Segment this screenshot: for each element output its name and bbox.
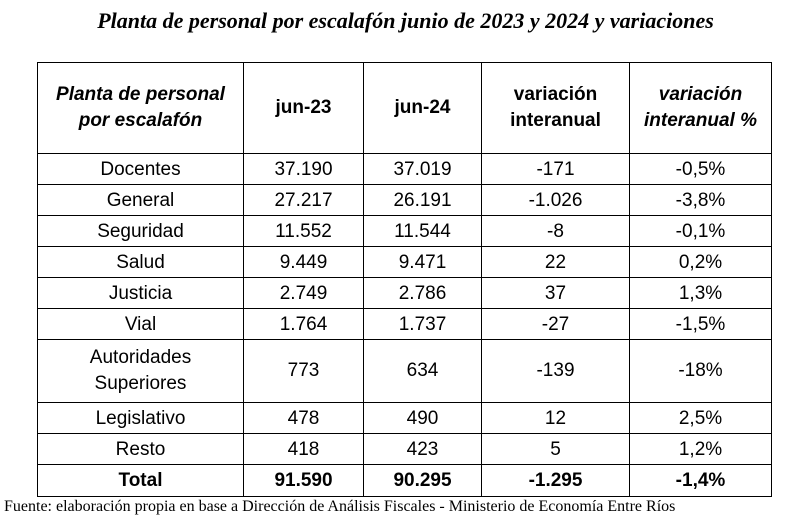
- cell-jun-23: 11.552: [243, 215, 364, 247]
- page-title: Planta de personal por escalafón junio d…: [97, 8, 714, 33]
- cell-variacion: 22: [481, 246, 630, 278]
- data-table: Planta de personal por escalafón jun-23 …: [37, 62, 772, 497]
- header-jun-24: jun-24: [363, 62, 482, 154]
- cell-variacion: 5: [481, 433, 630, 465]
- cell-variacion-pct: -1,5%: [629, 308, 772, 340]
- cell-jun-24: 37.019: [363, 153, 482, 185]
- table-row: Docentes 37.190 37.019 -171 -0,5%: [37, 153, 772, 185]
- total-variacion: -1.295: [481, 464, 630, 497]
- cell-escalafon: Resto: [37, 433, 244, 465]
- total-jun-23: 91.590: [243, 464, 364, 497]
- table-row: Seguridad 11.552 11.544 -8 -0,1%: [37, 215, 772, 247]
- cell-jun-24: 423: [363, 433, 482, 465]
- cell-escalafon: Salud: [37, 246, 244, 278]
- cell-variacion: -27: [481, 308, 630, 340]
- cell-jun-24: 634: [363, 339, 482, 403]
- table-row: Justicia 2.749 2.786 37 1,3%: [37, 277, 772, 309]
- cell-variacion: 37: [481, 277, 630, 309]
- cell-jun-23: 2.749: [243, 277, 364, 309]
- cell-jun-23: 9.449: [243, 246, 364, 278]
- cell-variacion: -1.026: [481, 184, 630, 216]
- cell-variacion: -171: [481, 153, 630, 185]
- cell-escalafon: Autoridades Superiores: [37, 339, 244, 403]
- cell-escalafon: Vial: [37, 308, 244, 340]
- cell-jun-24: 26.191: [363, 184, 482, 216]
- cell-variacion-pct: -0,1%: [629, 215, 772, 247]
- table-row: General 27.217 26.191 -1.026 -3,8%: [37, 184, 772, 216]
- cell-jun-23: 37.190: [243, 153, 364, 185]
- table-row: Resto 418 423 5 1,2%: [37, 433, 772, 465]
- cell-jun-23: 773: [243, 339, 364, 403]
- total-label: Total: [37, 464, 244, 497]
- cell-variacion-pct: 2,5%: [629, 402, 772, 434]
- table-header-row: Planta de personal por escalafón jun-23 …: [37, 62, 772, 154]
- cell-variacion: -8: [481, 215, 630, 247]
- table-row: Autoridades Superiores 773 634 -139 -18%: [37, 339, 772, 403]
- cell-jun-24: 1.737: [363, 308, 482, 340]
- cell-variacion-pct: -3,8%: [629, 184, 772, 216]
- header-escalafon: Planta de personal por escalafón: [37, 62, 244, 154]
- header-jun-23: jun-23: [243, 62, 364, 154]
- cell-variacion-pct: -0,5%: [629, 153, 772, 185]
- cell-escalafon: Docentes: [37, 153, 244, 185]
- total-jun-24: 90.295: [363, 464, 482, 497]
- cell-jun-24: 490: [363, 402, 482, 434]
- total-variacion-pct: -1,4%: [629, 464, 772, 497]
- cell-variacion-pct: 1,2%: [629, 433, 772, 465]
- cell-escalafon: Seguridad: [37, 215, 244, 247]
- cell-jun-23: 418: [243, 433, 364, 465]
- cell-escalafon: Legislativo: [37, 402, 244, 434]
- cell-jun-24: 2.786: [363, 277, 482, 309]
- table-row: Vial 1.764 1.737 -27 -1,5%: [37, 308, 772, 340]
- header-variacion: variación interanual: [481, 62, 630, 154]
- source-note: Fuente: elaboración propia en base a Dir…: [4, 498, 676, 515]
- cell-escalafon: General: [37, 184, 244, 216]
- cell-variacion-pct: -18%: [629, 339, 772, 403]
- cell-variacion-pct: 1,3%: [629, 277, 772, 309]
- cell-jun-23: 1.764: [243, 308, 364, 340]
- cell-variacion-pct: 0,2%: [629, 246, 772, 278]
- cell-jun-23: 27.217: [243, 184, 364, 216]
- cell-jun-24: 11.544: [363, 215, 482, 247]
- cell-escalafon: Justicia: [37, 277, 244, 309]
- header-variacion-pct: variación interanual %: [629, 62, 772, 154]
- cell-variacion: 12: [481, 402, 630, 434]
- cell-jun-24: 9.471: [363, 246, 482, 278]
- table-row: Legislativo 478 490 12 2,5%: [37, 402, 772, 434]
- cell-variacion: -139: [481, 339, 630, 403]
- table-total-row: Total 91.590 90.295 -1.295 -1,4%: [37, 464, 772, 497]
- cell-jun-23: 478: [243, 402, 364, 434]
- table-row: Salud 9.449 9.471 22 0,2%: [37, 246, 772, 278]
